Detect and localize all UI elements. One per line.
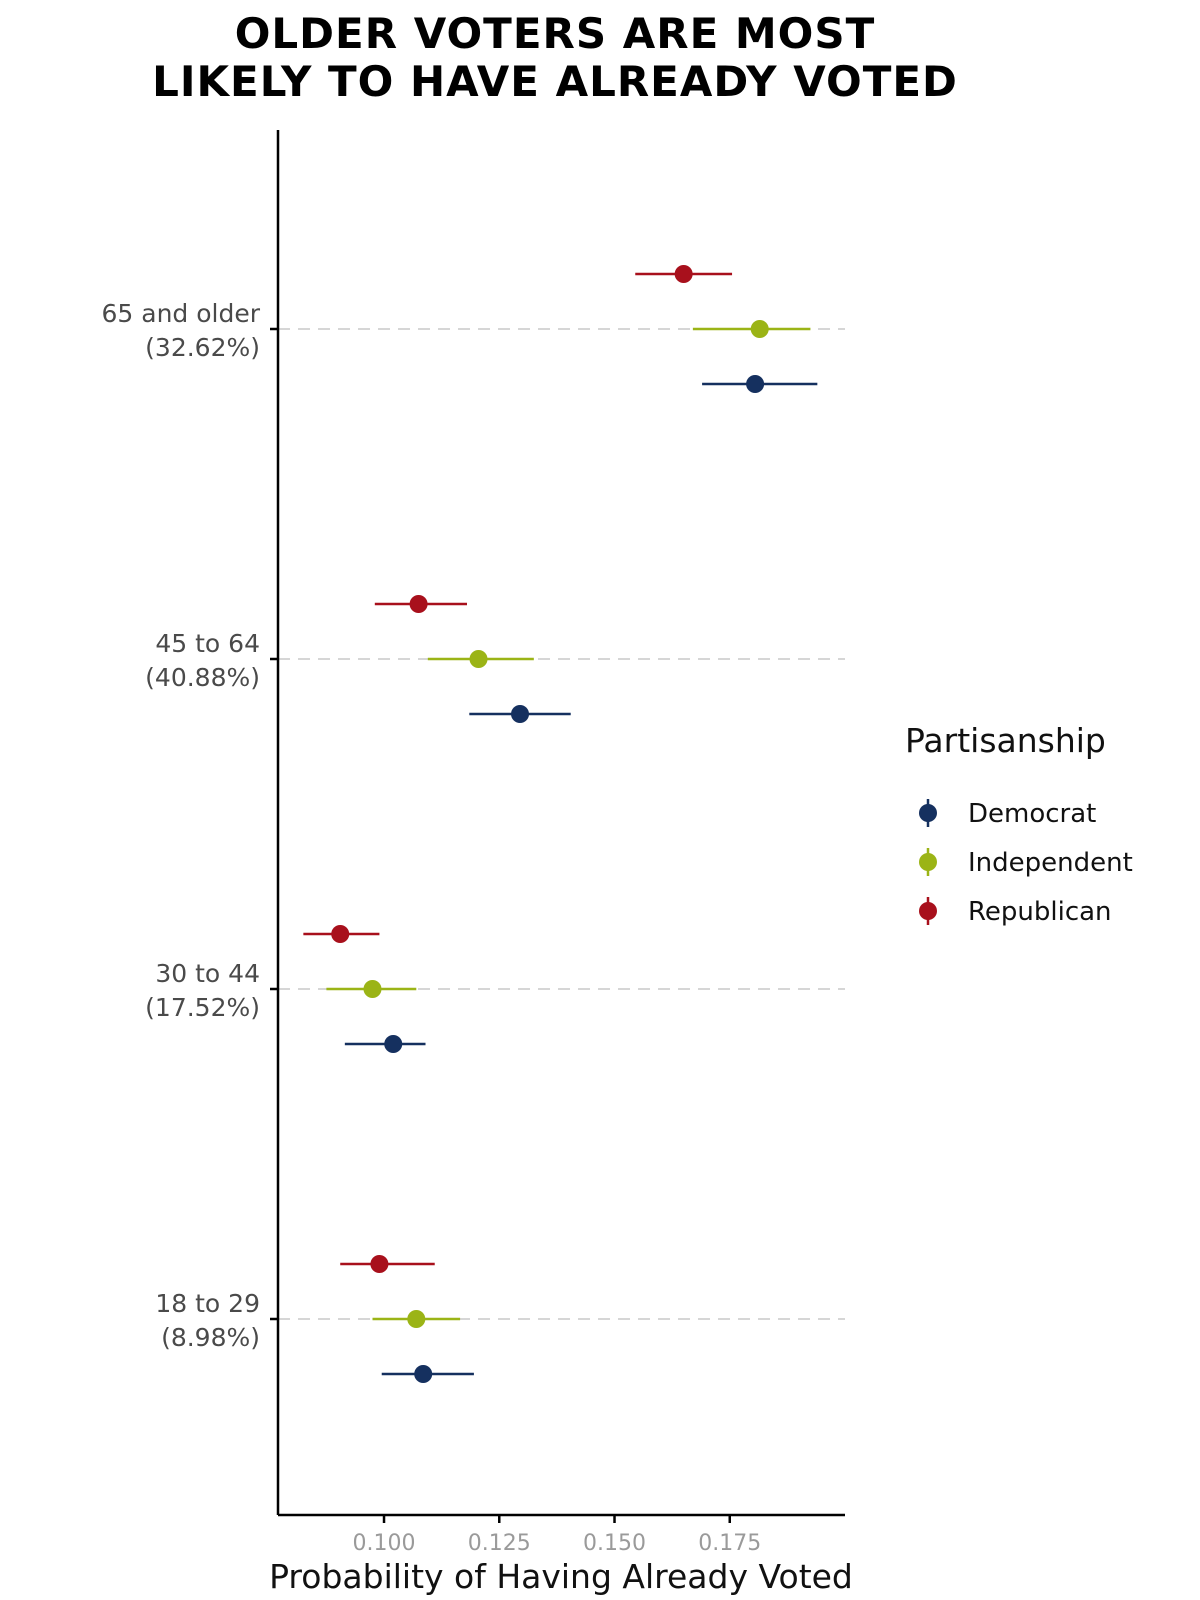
y-tick-label-share: (17.52%) bbox=[145, 993, 260, 1022]
y-tick-label: 18 to 29 bbox=[155, 1289, 260, 1318]
series-democrat bbox=[344, 375, 818, 1383]
legend-label: Republican bbox=[968, 897, 1112, 927]
legend-key-point bbox=[919, 804, 937, 822]
data-point bbox=[331, 925, 350, 943]
legend-item-republican: Republican bbox=[919, 897, 1112, 927]
y-tick-label-share: (32.62%) bbox=[145, 333, 260, 362]
data-point bbox=[409, 595, 428, 613]
x-tick-label: 0.150 bbox=[583, 1531, 646, 1556]
data-point bbox=[469, 650, 488, 668]
y-tick-label: 65 and older bbox=[101, 299, 260, 328]
legend-key-point bbox=[919, 902, 937, 920]
data-point bbox=[511, 705, 530, 723]
legend-key-point bbox=[919, 853, 937, 871]
chart-title-line-2: LIKELY TO HAVE ALREADY VOTED bbox=[152, 57, 958, 106]
data-point bbox=[363, 980, 382, 998]
x-tick-label: 0.175 bbox=[698, 1531, 761, 1556]
chart-title: OLDER VOTERS ARE MOST LIKELY TO HAVE ALR… bbox=[0, 10, 1110, 106]
legend-item-independent: Independent bbox=[919, 848, 1133, 878]
data-point bbox=[746, 375, 765, 393]
x-tick-label: 0.100 bbox=[353, 1531, 416, 1556]
y-ticks: 65 and older (32.62%) 45 to 64 (40.88%) 30 t… bbox=[101, 299, 278, 1352]
axes bbox=[276, 130, 845, 1517]
chart-title-line-1: OLDER VOTERS ARE MOST bbox=[234, 9, 876, 58]
legend-label: Democrat bbox=[968, 799, 1096, 829]
data-point bbox=[750, 320, 769, 338]
legend: Partisanship Democrat Independent Republic… bbox=[905, 721, 1133, 927]
series-republican bbox=[303, 265, 733, 1273]
data-point bbox=[384, 1035, 403, 1053]
data-point bbox=[370, 1255, 389, 1273]
y-tick-label-share: (8.98%) bbox=[161, 1323, 260, 1352]
y-tick-label: 45 to 64 bbox=[155, 629, 260, 658]
x-ticks: 0.100 0.125 0.150 0.175 bbox=[353, 1515, 761, 1556]
gridlines bbox=[278, 328, 845, 1320]
x-tick-label: 0.125 bbox=[468, 1531, 531, 1556]
data-marks bbox=[303, 265, 818, 1383]
data-point bbox=[674, 265, 693, 283]
legend-item-democrat: Democrat bbox=[919, 799, 1096, 829]
data-point bbox=[407, 1310, 426, 1328]
y-tick-label-share: (40.88%) bbox=[145, 663, 260, 692]
series-independent bbox=[326, 320, 811, 1328]
legend-label: Independent bbox=[968, 848, 1133, 878]
legend-title: Partisanship bbox=[905, 721, 1106, 760]
data-point bbox=[414, 1365, 433, 1383]
y-tick-label: 30 to 44 bbox=[155, 959, 260, 988]
x-axis-label: Probability of Having Already Voted bbox=[269, 1557, 853, 1596]
